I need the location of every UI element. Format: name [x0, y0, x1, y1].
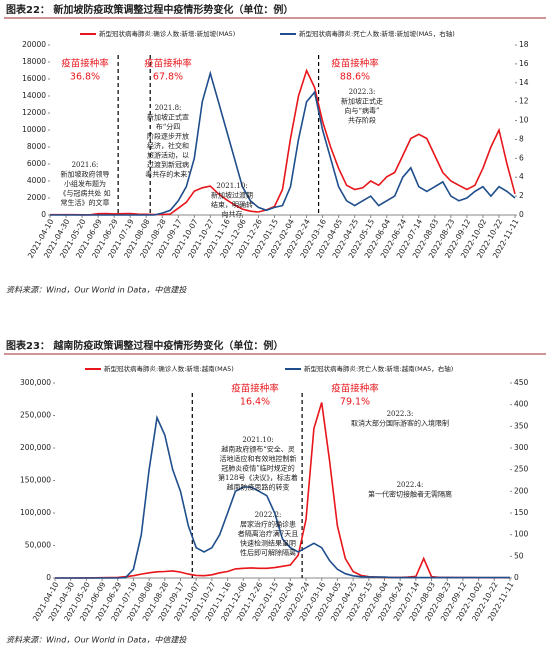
y-tick-label: 20000 — [22, 40, 46, 49]
vaccination-rate: 67.8% — [153, 72, 183, 83]
annotation: 过渡到新冠病 — [147, 160, 189, 169]
annotation: 性后即可解除隔离 — [240, 548, 296, 557]
annotation: 活地适应和有效地控制新 — [220, 454, 297, 463]
annotation: 阶段逐步开放 — [147, 132, 189, 141]
y-tick-label: 16000 — [22, 74, 46, 83]
annotation: 共存阶段 — [348, 116, 376, 125]
y-tick-label: 18000 — [22, 57, 46, 66]
y2-tick-label: 2 — [519, 191, 524, 200]
annotation: 居家治疗的确诊患 — [240, 520, 296, 529]
vaccination-rate: 36.8% — [70, 72, 100, 83]
annotation: 快速检测结果呈阴 — [240, 539, 296, 548]
chart-title: 图表22： 新加坡防疫政策调整过程中疫情形势变化（单位：例） — [6, 3, 293, 16]
series-line — [55, 414, 510, 579]
y-tick-label: 8000 — [27, 142, 46, 151]
series-line — [50, 70, 516, 216]
annotation: 2021.10: — [216, 182, 247, 190]
y2-tick-label: 100 — [514, 530, 529, 539]
vaccination-label: 疫苗接种率 — [231, 383, 279, 395]
annotation: 取消大部分国际游客的入境限制 — [351, 419, 449, 428]
y2-tick-label: 150 — [514, 508, 529, 517]
y2-tick-label: 450 — [514, 378, 529, 387]
annotation: 旅游活动，以 — [147, 151, 189, 160]
y2-tick-label: 200 — [514, 486, 529, 495]
series-line — [50, 68, 516, 216]
annotation: 2021.10: — [242, 436, 273, 444]
y-tick-label: 250,000 — [20, 411, 51, 420]
y-tick-label: 6000 — [27, 159, 46, 168]
y2-tick-label: 10 — [519, 116, 529, 125]
y2-tick-label: 0 — [519, 210, 524, 219]
vaccination-label: 疫苗接种率 — [144, 58, 192, 70]
annotation: 冠肺炎疫情”临时规定的 — [221, 464, 295, 473]
annotation: 2022.2: — [255, 511, 282, 519]
y-tick-label: 2000 — [27, 193, 46, 202]
y-tick-label: 100,000 — [20, 508, 51, 517]
y2-tick-label: 6 — [519, 153, 524, 162]
y2-tick-label: 300 — [514, 443, 529, 452]
legend-label: 新型冠状病毒肺炎:确诊人数:新增:越南(MA5) — [104, 364, 234, 373]
y-tick-label: 10000 — [22, 125, 46, 134]
y2-tick-label: 14 — [519, 78, 529, 87]
annotation: 越南防疫思路的转变 — [227, 483, 290, 492]
y-tick-label: 150,000 — [20, 476, 51, 485]
annotation: 越南政府颁布“安全、灵 — [221, 445, 295, 454]
annotation: 毒共存的未来” — [145, 170, 191, 179]
y2-tick-label: 350 — [514, 421, 529, 430]
annotation: 2022.3: — [387, 410, 414, 418]
annotation: 新加坡政府领导 — [61, 170, 110, 179]
annotation: 结束，明确转 — [211, 200, 253, 209]
annotation: 常生活》的文章 — [61, 198, 110, 207]
y2-tick-label: 12 — [519, 97, 529, 106]
annotation: 2021.8: — [155, 104, 182, 112]
chart-title: 图表23： 越南防疫政策调整过程中疫情形势变化（单位：例） — [6, 339, 283, 352]
annotation: 布“分四 — [156, 122, 181, 131]
y2-tick-label: 8 — [519, 134, 524, 143]
y-tick-label: 4000 — [27, 176, 46, 185]
annotation: 向共存 — [222, 210, 243, 219]
vaccination-rate: 88.6% — [340, 72, 370, 83]
annotation: 第一代密切接触者无需隔离 — [368, 490, 452, 499]
annotation: 经济，社交和 — [147, 141, 189, 150]
y-tick-label: 12000 — [22, 108, 46, 117]
source: 资料来源：Wind，Our World in Data，中信建投 — [6, 636, 187, 645]
source: 资料来源：Wind，Our World in Data，中信建投 — [6, 286, 187, 295]
y-tick-label: 300,000 — [20, 378, 51, 387]
annotation: 新加坡正式宣 — [147, 113, 189, 122]
annotation: 2022.4: — [397, 481, 424, 489]
legend-label: 新型冠状病毒肺炎:确诊人数:新增:新加坡(MA5) — [99, 29, 235, 38]
vaccination-label: 疫苗接种率 — [331, 383, 379, 395]
y2-tick-label: 400 — [514, 400, 529, 409]
y-tick-label: 200,000 — [20, 443, 51, 452]
annotation: 新加坡正式走 — [341, 97, 383, 106]
y-tick-label: 0 — [46, 573, 51, 582]
y2-tick-label: 4 — [519, 172, 524, 181]
annotation: 2022.3: — [349, 88, 376, 96]
annotation: 小组发布题为 — [64, 179, 106, 188]
legend-label: 新型冠状病毒肺炎:死亡人数:新增:新加坡(MA5，右轴) — [299, 29, 455, 38]
annotation: 向与“病毒” — [344, 106, 380, 115]
y-tick-label: 50,000 — [25, 541, 51, 550]
annotation: 第128号《决议》，标志着 — [218, 473, 298, 482]
vaccination-rate: 79.1% — [340, 397, 370, 408]
annotation: 新加坡过渡期 — [211, 191, 253, 200]
vaccination-label: 疫苗接种率 — [61, 58, 109, 70]
y2-tick-label: 18 — [519, 40, 529, 49]
y2-tick-label: 16 — [519, 59, 529, 68]
vaccination-rate: 16.4% — [240, 397, 270, 408]
annotation: 《与冠病共处 如 — [59, 189, 110, 198]
annotation: 2021.6: — [72, 161, 99, 169]
legend-label: 新型冠状病毒肺炎:死亡人数:新增:越南(MA5，右轴) — [304, 364, 453, 373]
y2-tick-label: 0 — [514, 573, 519, 582]
y2-tick-label: 250 — [514, 465, 529, 474]
y-tick-label: 14000 — [22, 91, 46, 100]
annotation: 者隔离治疗满7天且 — [238, 529, 298, 538]
y2-tick-label: 50 — [514, 551, 524, 560]
vaccination-label: 疫苗接种率 — [331, 58, 379, 70]
y-tick-label: 0 — [41, 210, 46, 219]
